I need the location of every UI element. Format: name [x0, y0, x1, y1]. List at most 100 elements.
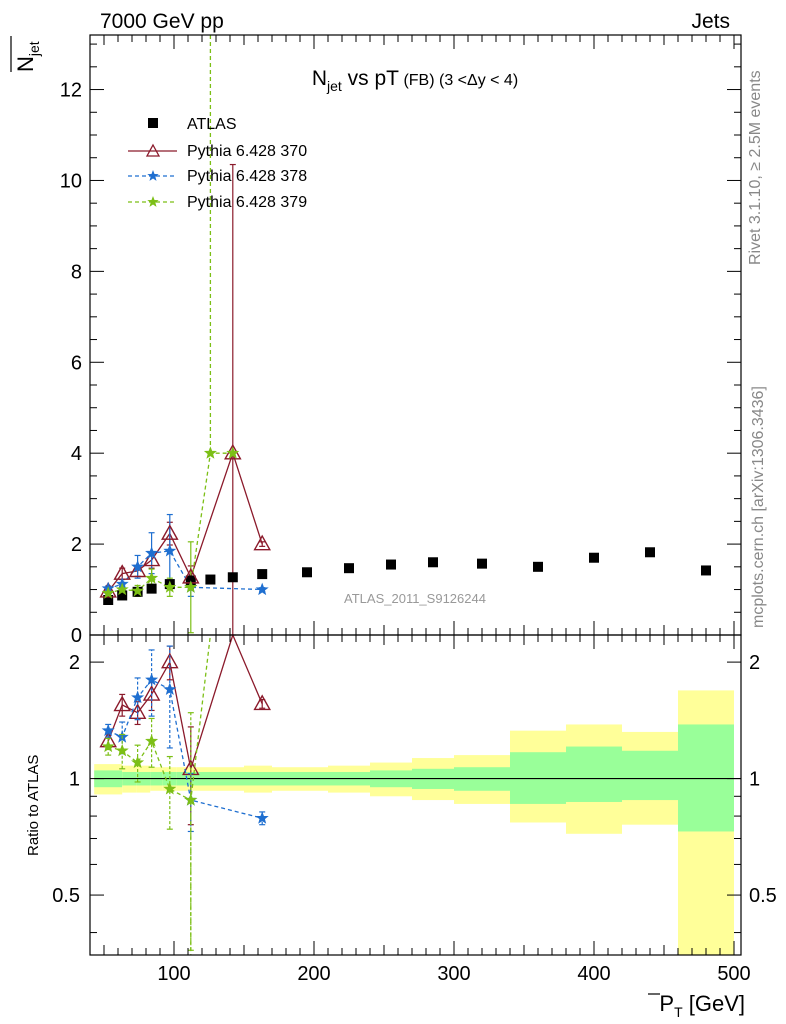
- x-tick-label: 100: [157, 963, 190, 985]
- x-tick-label: 400: [577, 963, 610, 985]
- atlas-point: [117, 590, 128, 601]
- ratio-point: [113, 695, 131, 712]
- uncertainty-band-inner: [678, 724, 734, 832]
- y-tick-label: 4: [71, 443, 82, 465]
- data-point: [145, 571, 159, 584]
- atlas-point: [103, 595, 114, 605]
- ratio-point: [101, 723, 115, 737]
- data-point: [226, 446, 240, 459]
- data-point: [131, 584, 145, 597]
- atlas-points: [103, 547, 711, 605]
- ratio-point: [163, 782, 177, 795]
- legend-marker-atlas: [148, 118, 158, 128]
- data-point: [142, 550, 161, 567]
- data-point: [145, 546, 159, 559]
- legend-marker-379: [147, 196, 159, 207]
- ratio-y-tick-label-right: 0.5: [749, 885, 777, 907]
- legend-label-atlas: ATLAS: [187, 116, 237, 133]
- process-label: Jets: [691, 10, 730, 33]
- atlas-point: [205, 574, 216, 585]
- analysis-watermark: ATLAS_2011_S9126244: [344, 591, 486, 606]
- plot-title: Njet vs pT (FB) (3 <Δy < 4): [312, 67, 518, 94]
- data-point: [131, 559, 145, 573]
- data-point: [99, 581, 117, 598]
- atlas-point: [589, 552, 599, 563]
- legend-star-379-shape: [147, 196, 159, 207]
- rivet-label: Rivet 3.1.10, ≥ 2.5M events: [747, 70, 764, 265]
- legend-star-378-shape: [147, 170, 159, 181]
- series-line: [108, 550, 263, 591]
- ratio-y-tick-label: 1: [69, 769, 80, 791]
- data-point: [163, 544, 177, 557]
- series-1: [105, 513, 266, 597]
- svg-text:PT [GeV]: PT [GeV]: [659, 991, 745, 1020]
- x-axis-label: PT [GeV]: [648, 991, 745, 1020]
- data-point: [184, 580, 198, 593]
- data-point: [163, 580, 177, 593]
- ratio-point: [255, 811, 269, 824]
- ratio-y-tick-label-right: 2: [749, 652, 760, 674]
- ratio-point: [115, 743, 129, 757]
- legend: ATLAS Pythia 6.428 370 Pythia 6.428 378 …: [128, 116, 307, 211]
- main-marks: [99, 35, 711, 636]
- legend-marker-378: [147, 170, 159, 181]
- data-point: [253, 534, 271, 551]
- ratio-point: [131, 755, 145, 769]
- atlas-point: [146, 583, 157, 594]
- data-point: [161, 524, 179, 540]
- atlas-point: [701, 565, 711, 576]
- ratio-point: [253, 694, 271, 711]
- main-panel: 0 2 4 6 8 10 12 ATLAS_2011_S9126244 Njet vs pT…: [10, 34, 742, 647]
- series-line: [107, 451, 263, 592]
- uncertainty-band-inner: [566, 746, 622, 802]
- data-point: [255, 582, 269, 596]
- ratio-y-tick-label-right: 1: [749, 769, 760, 791]
- atlas-point: [645, 547, 655, 558]
- ratio-line: [107, 633, 263, 769]
- main-ylabel: Njet: [10, 36, 42, 72]
- legend-label-378: Pythia 6.428 378: [187, 168, 307, 185]
- series-2-markers: [101, 446, 240, 599]
- data-point: [203, 446, 217, 459]
- uncertainty-band-inner: [622, 750, 678, 801]
- y-tick-label: 12: [60, 80, 82, 102]
- svg-text:Njet: Njet: [13, 41, 42, 72]
- ratio-y-tick-label: 0.5: [52, 885, 80, 907]
- x-tick-label: 200: [297, 963, 330, 985]
- ratio-point: [145, 734, 159, 747]
- series-2: [105, 452, 233, 634]
- ratio-frame: [89, 634, 742, 956]
- data-point: [101, 586, 115, 599]
- y-tick-label: 8: [71, 261, 82, 283]
- ratio-series-0: [99, 633, 271, 826]
- y-tick-label: 6: [71, 352, 82, 374]
- ratio-point: [145, 672, 159, 686]
- energy-label: 7000 GeV pp: [100, 10, 224, 33]
- ratio-marks: [94, 633, 741, 955]
- legend-label-379: Pythia 6.428 379: [187, 194, 307, 211]
- y-tick-label: 0: [71, 625, 82, 647]
- y-tick-label: 10: [60, 170, 82, 192]
- data-point: [128, 561, 147, 578]
- atlas-point: [386, 559, 396, 570]
- y-tick-label: 2: [71, 534, 82, 556]
- atlas-point: [185, 575, 196, 586]
- ratio-y-tick-label: 2: [69, 652, 80, 674]
- legend-marker-370: [145, 143, 161, 157]
- ratio-ylabel: Ratio to ATLAS: [25, 755, 42, 856]
- series-0-markers: [99, 443, 271, 598]
- atlas-point: [257, 569, 268, 580]
- x-tick-label: 500: [717, 963, 750, 985]
- atlas-point: [302, 567, 312, 578]
- ratio-panel: 100 200 300 400 500 0.5 0.5 1 1 2 2 Ratio to ATLAS…: [25, 633, 777, 1020]
- atlas-point: [227, 572, 238, 583]
- atlas-point: [533, 561, 543, 572]
- atlas-point: [344, 563, 354, 574]
- ratio-point: [163, 682, 177, 696]
- ratio-point: [131, 690, 145, 704]
- ratio-point: [101, 739, 115, 753]
- source-label: mcplots.cern.ch [arXiv:1306.3436]: [750, 386, 767, 628]
- series-0: [105, 163, 266, 636]
- x-tick-label: 300: [437, 963, 470, 985]
